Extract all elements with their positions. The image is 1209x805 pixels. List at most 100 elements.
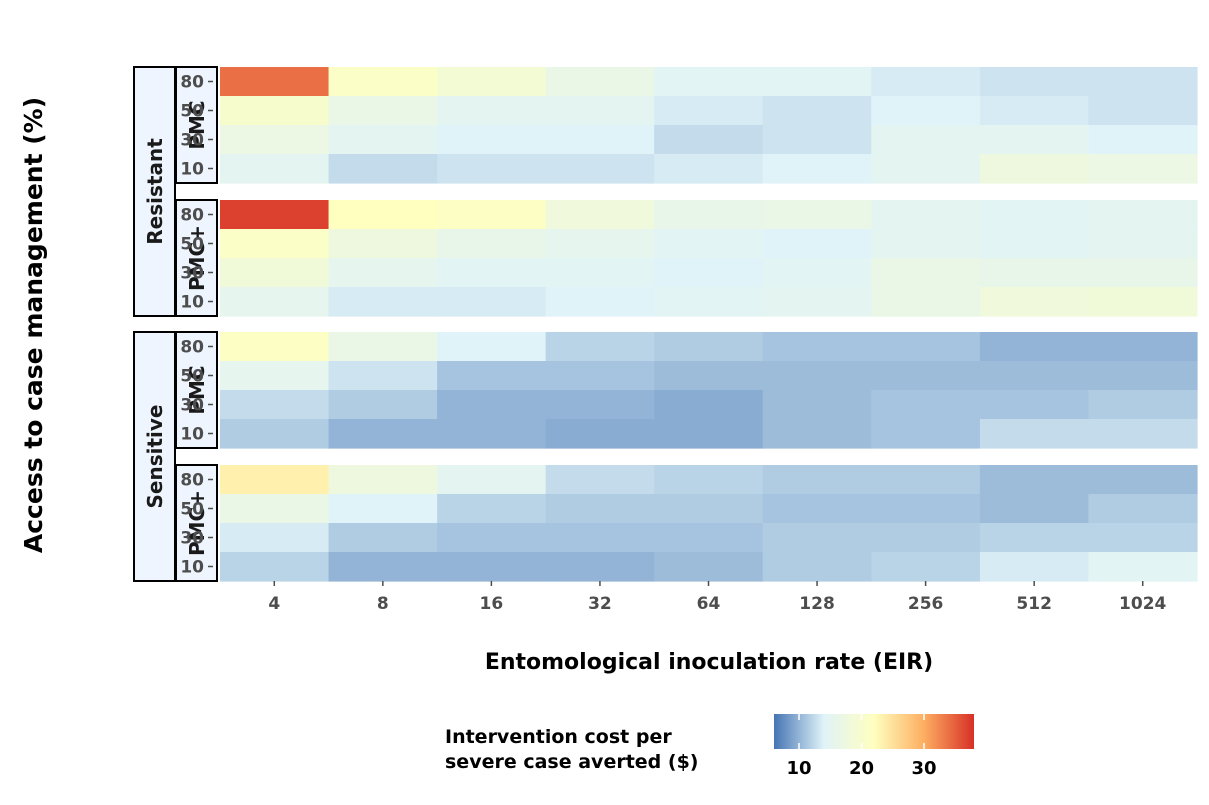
heatmap-cell bbox=[437, 287, 547, 317]
heatmap-cell bbox=[979, 390, 1090, 420]
heatmap-cell bbox=[220, 154, 330, 184]
heatmap-cell bbox=[654, 67, 764, 97]
heatmap-cell bbox=[328, 96, 438, 126]
heatmap-cell bbox=[762, 67, 872, 97]
heatmap-cell bbox=[328, 200, 438, 230]
heatmap-cell bbox=[545, 200, 655, 230]
heatmap-cell bbox=[871, 523, 981, 553]
heatmap-cell bbox=[545, 67, 655, 97]
heatmap-cell bbox=[328, 287, 438, 317]
y-tick-label: 10 bbox=[180, 425, 204, 445]
heatmap-cell bbox=[871, 229, 981, 259]
heatmap-cell bbox=[328, 465, 438, 495]
y-tick-label: 80 bbox=[180, 471, 204, 491]
heatmap-cell bbox=[437, 332, 547, 362]
heatmap-cell bbox=[871, 67, 981, 97]
heatmap-cell bbox=[1088, 419, 1198, 449]
x-tick-label: 512 bbox=[1016, 594, 1052, 614]
y-tick-label: 50 bbox=[180, 367, 204, 387]
heatmap-cell bbox=[979, 419, 1090, 449]
y-tick-label: 10 bbox=[180, 293, 204, 313]
heatmap-cell bbox=[762, 523, 872, 553]
y-tick-label: 50 bbox=[180, 500, 204, 520]
heatmap-cell bbox=[545, 96, 655, 126]
intervention-strip bbox=[175, 199, 218, 317]
intervention-strip-label: PMC bbox=[185, 365, 209, 414]
heatmap-cell bbox=[871, 552, 981, 582]
heatmap-cell bbox=[220, 419, 330, 449]
y-tick-label: 50 bbox=[180, 102, 204, 122]
intervention-strip-label: PMC bbox=[185, 100, 209, 149]
heatmap-cell bbox=[545, 361, 655, 391]
heatmap-cell bbox=[654, 125, 764, 155]
heatmap-cell bbox=[762, 361, 872, 391]
heatmap-cell bbox=[1088, 125, 1198, 155]
heatmap-cell bbox=[1088, 465, 1198, 495]
y-tick-label: 80 bbox=[180, 73, 204, 93]
heatmap-cell bbox=[871, 154, 981, 184]
heatmap-cell bbox=[979, 154, 1090, 184]
heatmap-cell bbox=[545, 419, 655, 449]
heatmap-cell bbox=[654, 465, 764, 495]
heatmap-cell bbox=[871, 125, 981, 155]
heatmap-cell bbox=[979, 332, 1090, 362]
heatmap-cell bbox=[545, 494, 655, 524]
group-strip-label: Sensitive bbox=[143, 405, 167, 509]
heatmap-cell bbox=[328, 125, 438, 155]
heatmap-cell bbox=[871, 494, 981, 524]
heatmap-cell bbox=[762, 200, 872, 230]
heatmap-cell bbox=[762, 96, 872, 126]
y-tick-label: 30 bbox=[180, 529, 204, 549]
heatmap-cell bbox=[437, 465, 547, 495]
y-tick-label: 30 bbox=[180, 131, 204, 151]
x-tick-label: 256 bbox=[908, 594, 944, 614]
y-axis-title: Access to case management (%) bbox=[19, 97, 48, 553]
intervention-strip-label: PMC+ bbox=[185, 225, 209, 291]
heatmap-cell bbox=[762, 154, 872, 184]
heatmap-cell bbox=[979, 258, 1090, 288]
heatmap-cell bbox=[762, 258, 872, 288]
heatmap-cell bbox=[654, 332, 764, 362]
heatmap-cell bbox=[437, 390, 547, 420]
intervention-strip bbox=[175, 464, 218, 582]
heatmap-cell bbox=[1088, 390, 1198, 420]
y-tick-label: 30 bbox=[180, 264, 204, 284]
heatmap-cell bbox=[979, 465, 1090, 495]
x-tick-label: 16 bbox=[480, 594, 504, 614]
heatmap-cell bbox=[762, 552, 872, 582]
heatmap-cell bbox=[762, 494, 872, 524]
heatmap-cell bbox=[437, 361, 547, 391]
intervention-strip-label: PMC+ bbox=[185, 490, 209, 556]
heatmap-cell bbox=[328, 361, 438, 391]
heatmap-cell bbox=[1088, 332, 1198, 362]
legend-title-line1: Intervention cost per bbox=[445, 726, 672, 748]
heatmap-cell bbox=[654, 229, 764, 259]
heatmap-cell bbox=[437, 523, 547, 553]
heatmap-cell bbox=[328, 419, 438, 449]
heatmap-cell bbox=[1088, 200, 1198, 230]
heatmap-cell bbox=[545, 390, 655, 420]
heatmap-cell bbox=[328, 390, 438, 420]
heatmap-cell bbox=[654, 419, 764, 449]
heatmap-cell bbox=[762, 229, 872, 259]
x-tick-label: 4 bbox=[268, 594, 280, 614]
heatmap-cell bbox=[220, 96, 330, 126]
heatmap-cell bbox=[762, 390, 872, 420]
heatmap-cell bbox=[220, 200, 330, 230]
heatmap-cell bbox=[220, 229, 330, 259]
heatmap-cell bbox=[871, 419, 981, 449]
heatmap-cell bbox=[979, 287, 1090, 317]
heatmap-cell bbox=[220, 390, 330, 420]
heatmap-cell bbox=[871, 361, 981, 391]
heatmap-cell bbox=[220, 67, 330, 97]
heatmap-cell bbox=[1088, 361, 1198, 391]
heatmap-cell bbox=[1088, 287, 1198, 317]
heatmap-cell bbox=[871, 287, 981, 317]
x-tick-label: 32 bbox=[588, 594, 612, 614]
heatmap-cell bbox=[1088, 552, 1198, 582]
heatmap-cell bbox=[220, 287, 330, 317]
x-tick-label: 1024 bbox=[1119, 594, 1166, 614]
facet-strips: PMC PMC+ PMC PMC+ Resistant Sensitive bbox=[133, 66, 218, 582]
heatmap-cell bbox=[1088, 96, 1198, 126]
